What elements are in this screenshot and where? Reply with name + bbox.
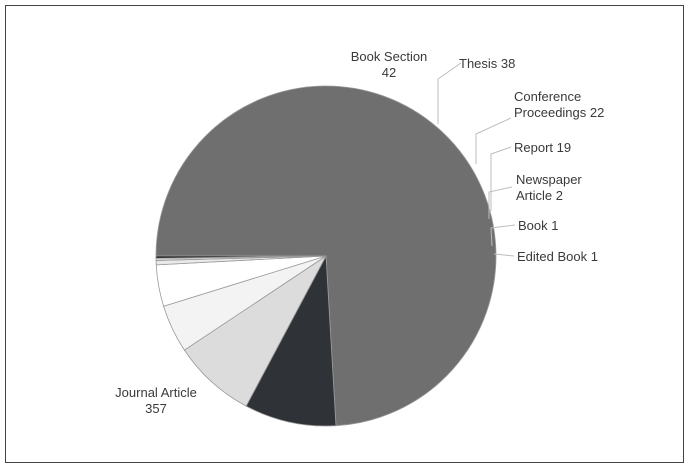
- leader-line-thesis: [437, 62, 462, 124]
- slice-label-report: Report 19: [514, 140, 571, 155]
- leader-line-book: [490, 224, 516, 247]
- slice-label-conference-proceedings: Conference Proceedings 22: [514, 89, 604, 120]
- leader-line-edited-book: [493, 253, 515, 257]
- slice-label-journal-article: Journal Article 357: [115, 385, 197, 416]
- leader-line-newspaper-article: [488, 186, 513, 219]
- pie-slices: [155, 85, 497, 427]
- leader-line-conference-proceedings: [475, 117, 512, 164]
- slice-label-thesis: Thesis 38: [459, 56, 515, 71]
- pie-slice-edited-book: [155, 255, 327, 259]
- slice-label-book-section: Book Section 42: [351, 49, 428, 80]
- slice-labels: Journal Article 357 Book Section 42 Thesis 3…: [115, 49, 604, 416]
- slice-label-newspaper-article: Newspaper Article 2: [516, 172, 582, 203]
- pie-slice-book-section: [245, 254, 337, 427]
- pie-chart: Journal Article 357 Book Section 42 Thesis 3…: [115, 49, 604, 427]
- slice-label-edited-book: Edited Book 1: [517, 249, 598, 264]
- chart-frame: Journal Article 357 Book Section 42 Thesis 3…: [5, 5, 684, 463]
- leader-line-report: [490, 146, 512, 211]
- leader-lines: [437, 62, 516, 257]
- slice-label-book: Book 1: [518, 218, 558, 233]
